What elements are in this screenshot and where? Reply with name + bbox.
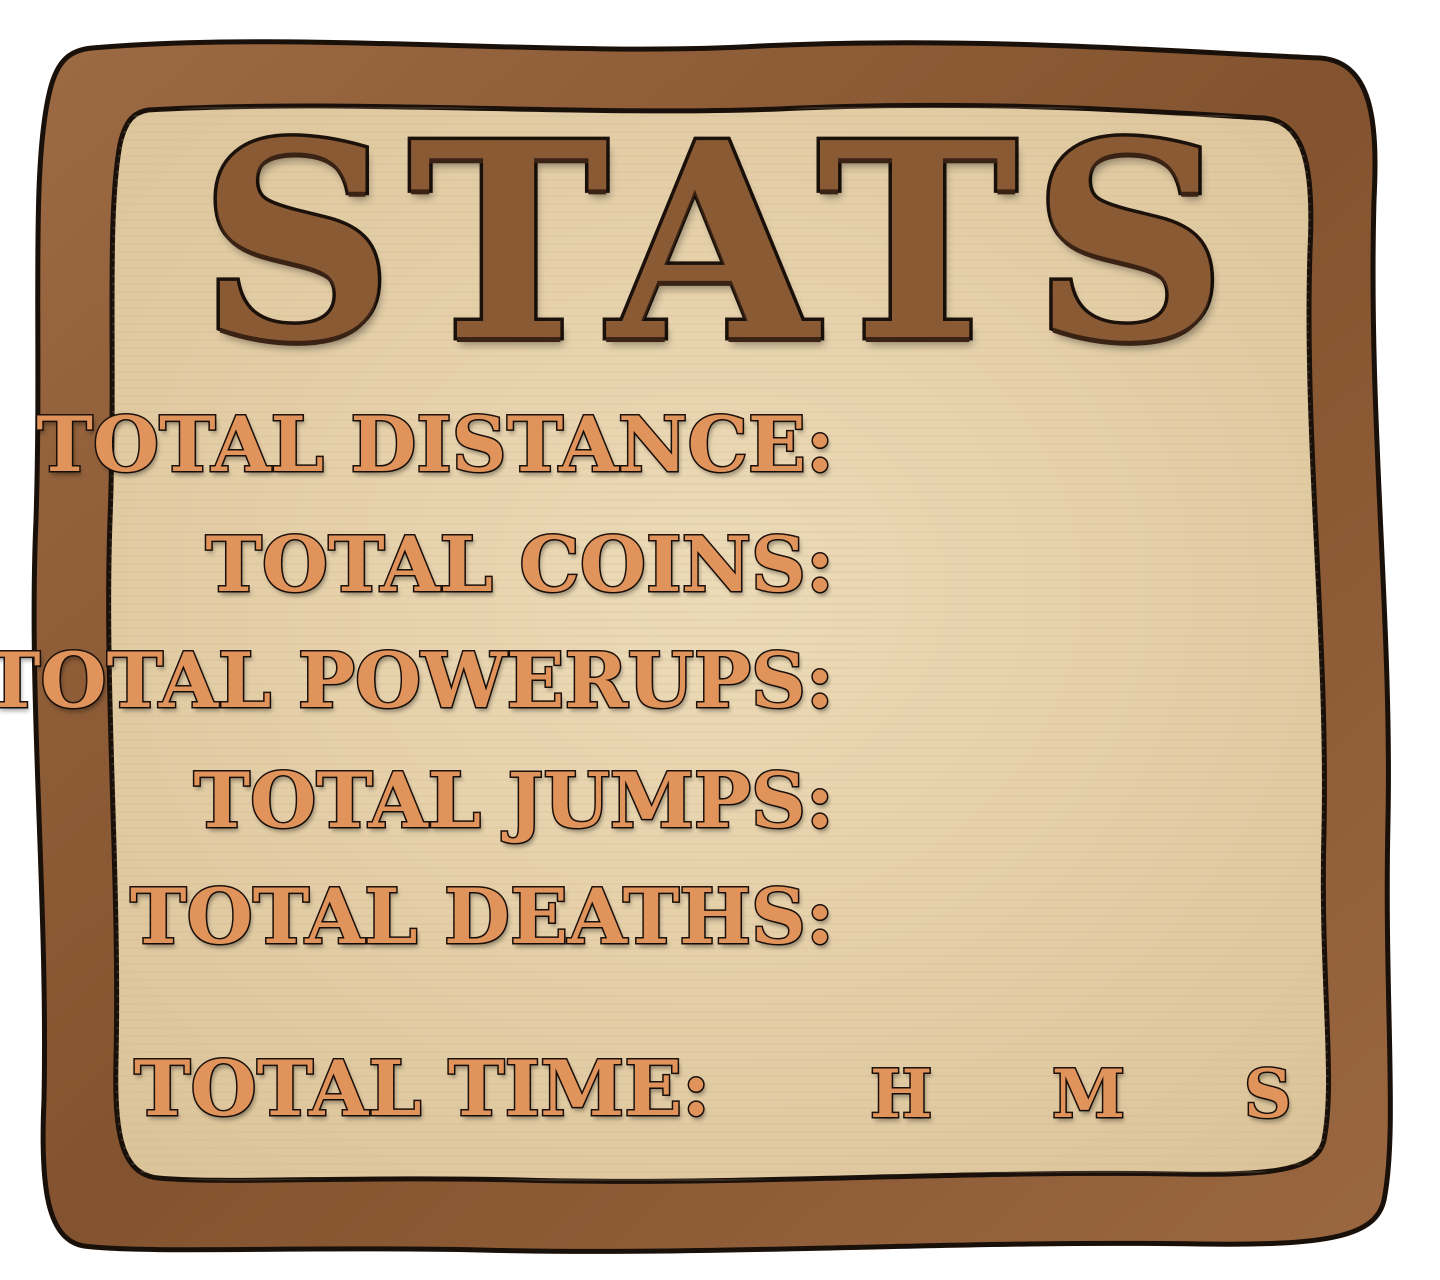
paper: [106, 102, 1332, 1184]
stat-label-total-deaths: TOTAL DEATHS:: [129, 871, 836, 963]
stat-label-total-jumps: TOTAL JUMPS:: [192, 755, 835, 847]
stat-label-total-coins: TOTAL COINS:: [204, 519, 836, 611]
stat-label-total-powerups: TOTAL POWERUPS:: [0, 635, 836, 727]
page-title: STATS: [196, 83, 1241, 401]
stat-label-total-distance: TOTAL DISTANCE:: [35, 399, 836, 491]
hours-unit: H: [868, 1054, 933, 1135]
total-time-label: TOTAL TIME:: [132, 1043, 711, 1135]
seconds-unit: S: [1243, 1054, 1294, 1135]
minutes-unit: M: [1050, 1054, 1126, 1135]
